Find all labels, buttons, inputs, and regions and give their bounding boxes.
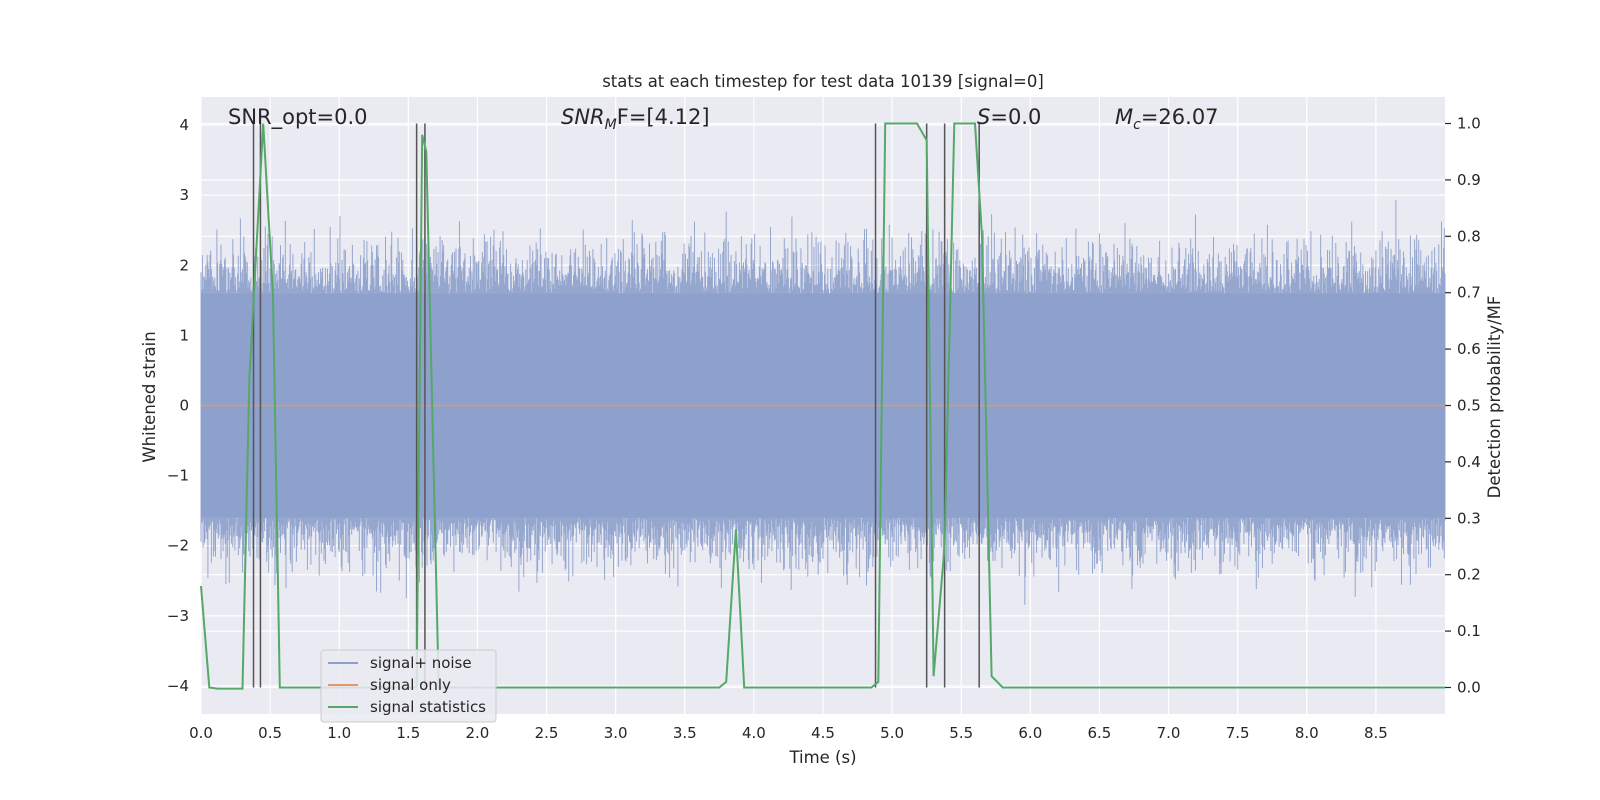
x-tick-label-15: 7.5 [1226,724,1250,742]
annotation-mc-sub: c [1133,117,1141,133]
legend-label-signal-plus-noise: signal+ noise [370,654,472,672]
y-left-tick-label-5: 1 [179,326,189,344]
y-left-tick-label-8: 4 [179,116,189,134]
annotation-s-italic: S [977,105,990,129]
y-right-axis-ticks: 0.0 0.1 0.2 0.3 0.4 0.5 0.6 0.7 0.8 0.9 1.0 [1445,115,1481,696]
x-tick-label-2: 1.0 [327,724,351,742]
x-tick-label-5: 2.5 [535,724,559,742]
legend: signal+ noise signal only signal statist… [320,649,497,723]
y-right-tick-label-5: 0.5 [1457,397,1481,415]
legend-label-signal-only: signal only [370,676,451,694]
x-axis-ticks: 0.0 0.5 1.0 1.5 2.0 2.5 3.0 3.5 4.0 4.5 5.0 5.5 6.0 6… [189,724,1388,742]
annotation-snr-mf-base: SNR [561,105,605,129]
x-tick-label-8: 4.0 [742,724,766,742]
y-right-tick-label-3: 0.3 [1457,509,1481,527]
y-right-axis-label: Detection probability/MF [1485,296,1504,499]
y-right-tick-label-0: 0.0 [1457,678,1481,696]
chart-title: stats at each timestep for test data 101… [602,72,1044,91]
x-tick-label-0: 0.0 [189,724,213,742]
y-left-tick-label-4: 0 [179,397,189,415]
x-tick-label-16: 8.0 [1295,724,1319,742]
y-left-tick-label-0: −4 [167,677,189,695]
y-left-axis-ticks: −4 −3 −2 −1 0 1 2 3 4 [167,116,189,695]
vertical-markers [252,123,980,688]
legend-box [320,649,497,723]
x-tick-label-3: 1.5 [396,724,420,742]
y-right-tick-label-7: 0.7 [1457,284,1481,302]
y-left-tick-label-6: 2 [179,256,189,274]
x-tick-label-13: 6.5 [1088,724,1112,742]
x-tick-label-9: 4.5 [811,724,835,742]
x-tick-label-7: 3.5 [673,724,697,742]
y-right-tick-label-10: 1.0 [1457,115,1481,133]
x-tick-label-6: 3.0 [604,724,628,742]
y-left-tick-label-3: −1 [167,467,189,485]
annotation-snr-mf: SNRMF=[4.12] [561,105,710,133]
y-left-tick-label-7: 3 [179,186,189,204]
x-tick-label-11: 5.5 [949,724,973,742]
y-right-tick-label-4: 0.4 [1457,453,1481,471]
annotation-mc-base: M [1115,105,1133,129]
annotation-snr-opt: SNR_opt=0.0 [228,105,368,130]
series-signal-statistics [200,122,1445,690]
x-tick-label-17: 8.5 [1364,724,1388,742]
y-left-axis-label: Whitened strain [140,331,159,462]
y-left-tick-label-1: −3 [167,607,189,625]
annotation-s-rest: =0.0 [990,105,1041,129]
x-tick-label-1: 0.5 [258,724,282,742]
annotation-mc: Mc=26.07 [1115,105,1219,133]
y-left-tick-label-2: −2 [167,537,189,555]
x-tick-label-14: 7.0 [1157,724,1181,742]
y-right-tick-label-2: 0.2 [1457,566,1481,584]
signal-statistics-line [200,122,1445,690]
y-right-tick-label-8: 0.8 [1457,227,1481,245]
annotation-snr-mf-sub: M [605,117,617,133]
legend-label-signal-statistics: signal statistics [370,698,486,716]
y-right-tick-label-6: 0.6 [1457,340,1481,358]
x-axis-label: Time (s) [788,748,856,767]
x-tick-label-10: 5.0 [880,724,904,742]
x-tick-label-4: 2.0 [466,724,490,742]
x-tick-label-12: 6.0 [1018,724,1042,742]
annotation-s: S=0.0 [977,105,1041,129]
annotation-snr-mf-rest: F=[4.12] [617,105,710,129]
annotation-mc-rest: =26.07 [1141,105,1219,129]
y-right-tick-label-9: 0.9 [1457,171,1481,189]
y-right-tick-label-1: 0.1 [1457,622,1481,640]
